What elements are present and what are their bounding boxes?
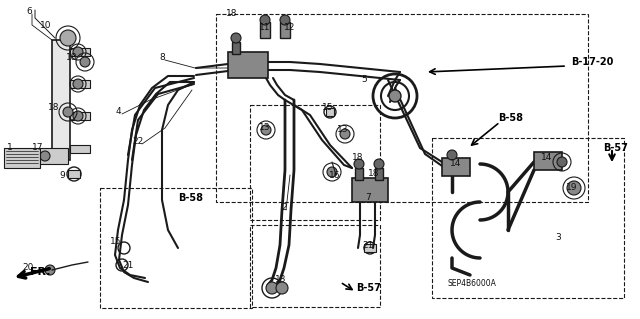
Circle shape	[354, 159, 364, 169]
Bar	[68, 170, 80, 178]
Bar	[70, 145, 90, 153]
Text: B-58: B-58	[178, 193, 203, 203]
Text: 14: 14	[451, 160, 461, 168]
Text: 9: 9	[59, 172, 65, 181]
Bar	[38, 148, 68, 164]
Text: 15: 15	[323, 103, 333, 113]
Circle shape	[276, 282, 288, 294]
Bar	[216, 14, 588, 202]
Text: 13: 13	[337, 125, 349, 135]
Bar	[52, 40, 70, 160]
Text: 15: 15	[110, 238, 122, 247]
Text: 21: 21	[362, 241, 374, 249]
Bar	[100, 188, 252, 308]
Bar	[70, 112, 90, 120]
Text: 11: 11	[259, 24, 271, 33]
Bar	[280, 22, 290, 38]
Circle shape	[557, 157, 567, 167]
Bar	[352, 178, 388, 202]
Text: 2: 2	[281, 204, 287, 212]
Circle shape	[340, 129, 350, 139]
Text: 12: 12	[284, 24, 296, 33]
Text: 4: 4	[115, 108, 121, 116]
Circle shape	[447, 150, 457, 160]
Circle shape	[40, 151, 50, 161]
Bar	[534, 152, 562, 170]
Circle shape	[374, 159, 384, 169]
Circle shape	[63, 107, 73, 117]
Text: 5: 5	[361, 76, 367, 85]
Circle shape	[80, 57, 90, 67]
Circle shape	[231, 33, 241, 43]
Text: B-57: B-57	[356, 283, 381, 293]
Circle shape	[389, 90, 401, 102]
Text: 8: 8	[159, 54, 165, 63]
Text: 21: 21	[122, 261, 134, 270]
Text: 18: 18	[368, 169, 380, 179]
Text: B-58: B-58	[498, 113, 523, 123]
Bar	[250, 225, 380, 307]
Text: B-17-20: B-17-20	[571, 57, 613, 67]
Text: B-57: B-57	[603, 143, 628, 153]
Text: 3: 3	[555, 234, 561, 242]
Circle shape	[260, 15, 270, 25]
Text: 17: 17	[32, 144, 44, 152]
Circle shape	[567, 181, 581, 195]
Bar	[364, 244, 376, 252]
Text: 13: 13	[275, 276, 287, 285]
Bar	[260, 22, 270, 38]
Text: FR.: FR.	[30, 267, 51, 277]
Circle shape	[280, 15, 290, 25]
Bar	[4, 148, 40, 168]
Text: 18: 18	[227, 10, 237, 19]
Text: 13: 13	[259, 123, 271, 132]
Bar	[228, 52, 268, 78]
Bar	[232, 42, 240, 54]
Bar	[250, 105, 380, 220]
Circle shape	[73, 47, 83, 57]
Circle shape	[73, 79, 83, 89]
Text: 22: 22	[132, 137, 143, 146]
Bar	[375, 168, 383, 180]
Bar	[326, 108, 334, 116]
Circle shape	[60, 30, 76, 46]
Text: 16: 16	[329, 170, 340, 180]
Bar	[442, 158, 470, 176]
Circle shape	[45, 265, 55, 275]
Bar	[432, 138, 624, 298]
Text: 20: 20	[22, 263, 34, 272]
Text: 18: 18	[67, 53, 77, 62]
Text: 7: 7	[365, 194, 371, 203]
Text: 14: 14	[541, 153, 553, 162]
Circle shape	[73, 111, 83, 121]
Bar	[70, 80, 90, 88]
Text: SEP4B6000A: SEP4B6000A	[447, 279, 497, 288]
Bar	[70, 48, 90, 56]
Text: 1: 1	[7, 144, 13, 152]
Circle shape	[266, 282, 278, 294]
Circle shape	[327, 167, 337, 177]
Text: 18: 18	[48, 103, 60, 113]
Bar	[355, 168, 363, 180]
Text: 10: 10	[40, 21, 52, 31]
Text: 18: 18	[352, 153, 364, 162]
Text: 19: 19	[566, 183, 578, 192]
Text: 6: 6	[26, 8, 32, 17]
Circle shape	[261, 125, 271, 135]
